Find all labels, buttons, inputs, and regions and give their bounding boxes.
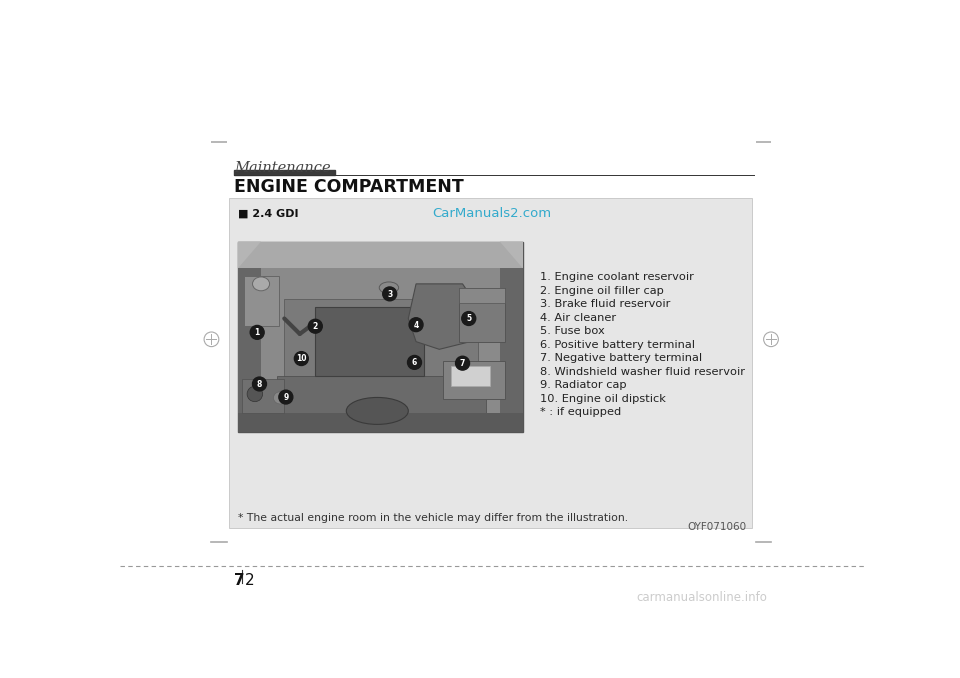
Text: * : if equipped: * : if equipped — [540, 407, 621, 417]
Text: 9. Radiator cap: 9. Radiator cap — [540, 380, 627, 390]
Text: CarManuals2.com: CarManuals2.com — [432, 207, 552, 220]
Bar — [244, 276, 278, 326]
Ellipse shape — [252, 277, 270, 291]
Text: 9: 9 — [283, 393, 288, 402]
Text: 6. Positive battery terminal: 6. Positive battery terminal — [540, 340, 695, 350]
Text: 4: 4 — [414, 321, 419, 330]
Text: ■ 2.4 GDI: ■ 2.4 GDI — [238, 208, 299, 218]
Bar — [284, 299, 478, 399]
Text: 5. Fuse box: 5. Fuse box — [540, 326, 605, 336]
Circle shape — [462, 312, 476, 325]
Text: 7. Negative battery terminal: 7. Negative battery terminal — [540, 353, 702, 363]
Bar — [234, 170, 335, 174]
Bar — [500, 268, 523, 413]
Text: 2: 2 — [245, 573, 254, 588]
Circle shape — [409, 318, 423, 332]
Ellipse shape — [379, 282, 398, 294]
Bar — [238, 241, 523, 268]
Bar — [238, 241, 523, 433]
Text: 1. Engine coolant reservoir: 1. Engine coolant reservoir — [540, 273, 694, 282]
Circle shape — [308, 319, 323, 333]
Text: carmanualsonline.info: carmanualsonline.info — [636, 591, 767, 604]
Circle shape — [456, 356, 469, 370]
Circle shape — [278, 390, 293, 404]
Circle shape — [252, 377, 267, 391]
Text: 7: 7 — [460, 359, 466, 368]
Polygon shape — [500, 241, 523, 268]
Bar — [242, 378, 284, 413]
Polygon shape — [238, 241, 261, 268]
Ellipse shape — [347, 397, 408, 424]
Text: 5: 5 — [467, 315, 471, 323]
Text: 8: 8 — [257, 380, 262, 389]
Text: 10: 10 — [296, 355, 306, 363]
Text: 2. Engine oil filler cap: 2. Engine oil filler cap — [540, 286, 664, 296]
Circle shape — [251, 325, 264, 339]
Bar — [238, 268, 261, 413]
Bar — [276, 376, 486, 418]
Text: 2: 2 — [313, 322, 318, 331]
Text: 7: 7 — [234, 573, 245, 588]
Text: * The actual engine room in the vehicle may differ from the illustration.: * The actual engine room in the vehicle … — [238, 513, 628, 523]
Text: 8. Windshield washer fluid reservoir: 8. Windshield washer fluid reservoir — [540, 367, 745, 377]
Bar — [459, 287, 505, 342]
Circle shape — [408, 355, 421, 370]
Bar — [315, 307, 423, 376]
Text: ENGINE COMPARTMENT: ENGINE COMPARTMENT — [234, 178, 464, 197]
Text: 4. Air cleaner: 4. Air cleaner — [540, 313, 616, 323]
Bar — [459, 287, 505, 303]
Text: 3. Brake fluid reservoir: 3. Brake fluid reservoir — [540, 299, 670, 309]
Text: Maintenance: Maintenance — [234, 161, 330, 175]
Bar — [444, 361, 505, 399]
Text: OYF071060: OYF071060 — [688, 522, 747, 532]
Ellipse shape — [274, 392, 287, 404]
Circle shape — [295, 352, 308, 365]
Polygon shape — [408, 284, 470, 349]
Text: 1: 1 — [254, 328, 260, 337]
Bar — [451, 366, 490, 386]
Text: 3: 3 — [387, 290, 393, 299]
Bar — [228, 199, 752, 528]
Ellipse shape — [247, 386, 263, 401]
Text: 10. Engine oil dipstick: 10. Engine oil dipstick — [540, 394, 666, 403]
Text: 6: 6 — [412, 358, 418, 367]
Circle shape — [383, 287, 396, 301]
Bar — [238, 413, 523, 433]
